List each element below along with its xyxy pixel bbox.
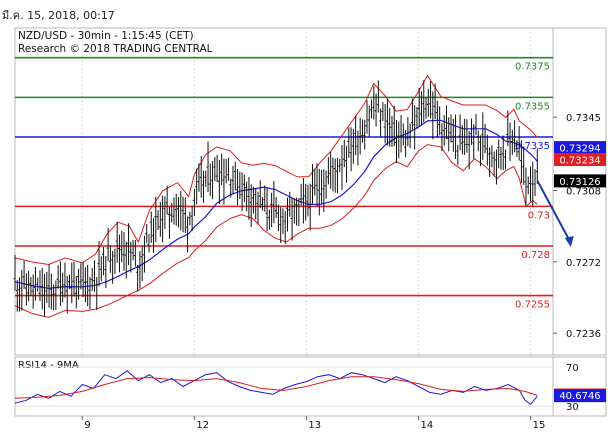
level-label-0.7375: 0.7375: [515, 62, 550, 73]
price-pane: NZD/USD - 30min - 1:15:45 (CET)Research …: [13, 27, 607, 416]
rsi-pane: RSI14 - 9MA307041.360740.6746: [14, 356, 607, 417]
time-tick-label-13: 13: [308, 420, 321, 431]
forecast-arrow-line: [536, 180, 571, 242]
lower-bollinger-band: [14, 144, 538, 318]
price-tag-label-0.73234: 0.73234: [559, 155, 600, 166]
price-tag-0.73126: [554, 174, 606, 188]
time-axis: 9 12 13 14 15: [81, 416, 546, 431]
price-tag-0.73294: [554, 141, 606, 155]
rsi-tag-label-40.6746: 40.6746: [559, 391, 600, 402]
level-label-0.73: 0.73: [528, 210, 550, 221]
chart-title: NZD/USD - 30min - 1:15:45 (CET): [18, 30, 194, 42]
time-tick-label-14: 14: [421, 420, 434, 431]
rsi-tag-40.6746: [554, 389, 606, 403]
rsi-title: RSI14 - 9MA: [18, 360, 79, 371]
time-tick-label-9: 9: [84, 420, 90, 431]
rsi-line: [14, 370, 538, 405]
price-tag-label-0.73126: 0.73126: [559, 177, 600, 188]
price-bars: [13, 80, 538, 317]
price-tag-0.73234: [554, 152, 606, 166]
level-label-0.728: 0.728: [521, 250, 550, 261]
rsi-tick-label: 30: [566, 402, 579, 413]
level-label-0.7335: 0.7335: [515, 141, 550, 152]
rsi-ma-line: [14, 376, 538, 399]
price-tick-label: 0.7308: [566, 187, 601, 198]
price-tick-label: 0.7345: [566, 113, 601, 124]
rsi-pane-frame: [14, 356, 607, 417]
price-tag-label-0.73294: 0.73294: [559, 144, 600, 155]
price-tick-label: 0.7236: [566, 329, 601, 340]
rsi-tick-label: 70: [566, 363, 579, 374]
upper-bollinger-band: [14, 74, 538, 266]
time-tick-label-15: 15: [533, 420, 546, 431]
price-tick-label: 0.7272: [566, 258, 601, 269]
level-label-0.7255: 0.7255: [515, 300, 550, 311]
time-tick-label-12: 12: [196, 420, 209, 431]
timestamp: มี.ค. 15, 2018, 00:17: [2, 9, 115, 22]
forecast-arrowhead: [564, 236, 574, 247]
level-label-0.7355: 0.7355: [515, 101, 550, 112]
chart-subtitle: Research © 2018 TRADING CENTRAL: [18, 43, 213, 55]
